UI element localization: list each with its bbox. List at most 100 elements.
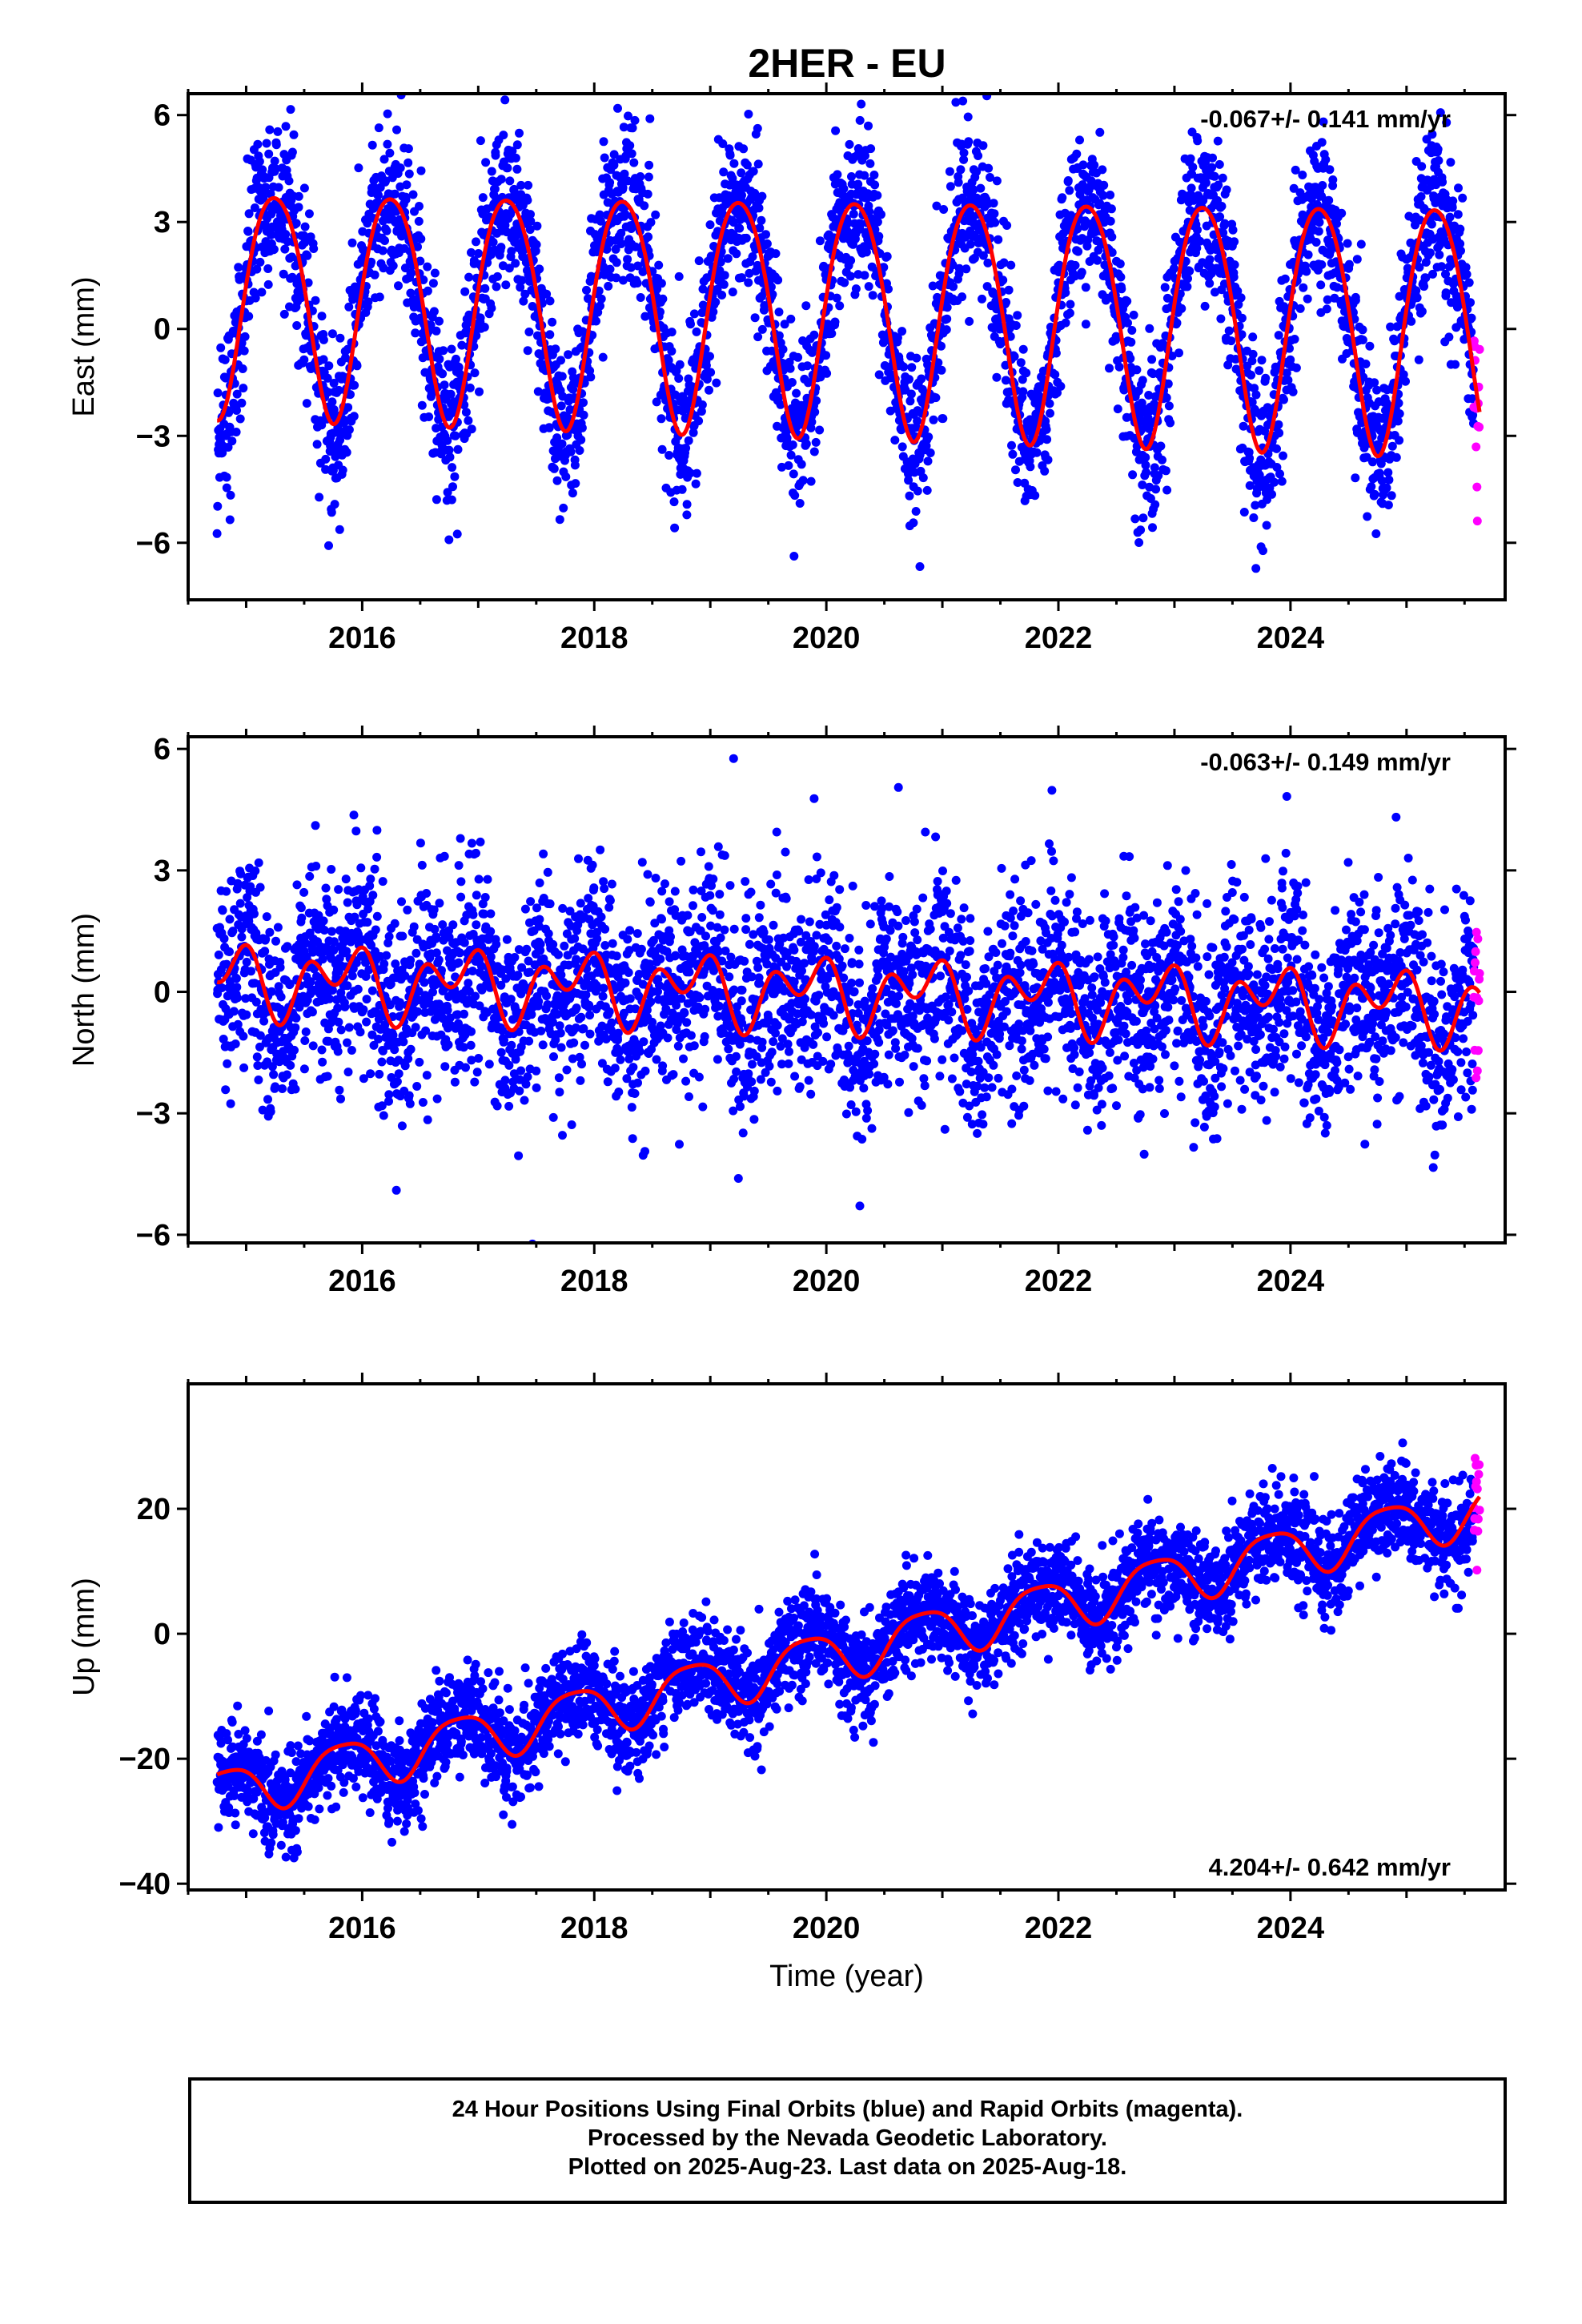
data-point bbox=[413, 242, 422, 251]
data-point bbox=[548, 317, 557, 327]
data-point bbox=[491, 151, 500, 160]
data-point bbox=[1466, 298, 1475, 308]
data-point bbox=[502, 935, 512, 944]
x-tick-label: 2024 bbox=[1257, 621, 1325, 655]
data-point bbox=[845, 139, 854, 149]
data-point bbox=[227, 436, 237, 446]
data-point bbox=[1367, 482, 1376, 492]
data-point bbox=[1081, 283, 1090, 292]
data-point bbox=[983, 258, 993, 267]
data-point bbox=[471, 991, 480, 1001]
data-point bbox=[235, 899, 245, 908]
data-point bbox=[1401, 376, 1410, 386]
data-point bbox=[464, 979, 473, 988]
data-point bbox=[1352, 255, 1362, 264]
data-point bbox=[942, 314, 952, 324]
data-point bbox=[351, 826, 361, 836]
data-point bbox=[1183, 274, 1192, 283]
data-point bbox=[656, 279, 666, 288]
data-point bbox=[1325, 165, 1335, 175]
data-point bbox=[1172, 318, 1182, 328]
data-point bbox=[1427, 219, 1436, 229]
data-point bbox=[757, 215, 766, 225]
data-point bbox=[392, 125, 401, 135]
data-point bbox=[1382, 483, 1391, 493]
data-point bbox=[456, 892, 466, 902]
data-point bbox=[399, 80, 408, 89]
data-point bbox=[822, 368, 832, 378]
data-point bbox=[1275, 469, 1284, 479]
data-point bbox=[890, 436, 900, 445]
data-point bbox=[1250, 384, 1259, 393]
data-point bbox=[1262, 521, 1271, 530]
data-point bbox=[839, 184, 849, 194]
data-point bbox=[394, 1069, 404, 1079]
data-point bbox=[214, 950, 223, 959]
data-point bbox=[596, 216, 605, 226]
data-point bbox=[1127, 326, 1137, 335]
data-point bbox=[403, 905, 412, 915]
data-point bbox=[1053, 388, 1062, 397]
data-point bbox=[1201, 178, 1211, 187]
data-point bbox=[237, 398, 247, 408]
data-point bbox=[372, 911, 382, 921]
data-point bbox=[692, 327, 701, 336]
data-point bbox=[568, 489, 577, 498]
data-point bbox=[443, 488, 452, 497]
data-point bbox=[669, 497, 679, 507]
data-point bbox=[831, 126, 841, 135]
data-point bbox=[787, 378, 797, 387]
data-point bbox=[356, 863, 366, 873]
data-point bbox=[678, 392, 687, 401]
data-point bbox=[329, 905, 339, 915]
data-point bbox=[760, 301, 769, 310]
data-point bbox=[1040, 466, 1050, 476]
data-point bbox=[1384, 475, 1394, 485]
data-point bbox=[269, 1070, 279, 1080]
data-point bbox=[754, 203, 764, 213]
data-point bbox=[1122, 296, 1132, 306]
data-point bbox=[1406, 238, 1415, 247]
data-point bbox=[1257, 356, 1267, 365]
data-point bbox=[1272, 444, 1281, 453]
data-point bbox=[1337, 208, 1347, 218]
data-point bbox=[880, 361, 889, 370]
data-point bbox=[397, 1121, 407, 1131]
data-point bbox=[516, 1066, 526, 1076]
data-point bbox=[556, 401, 566, 411]
data-point bbox=[343, 344, 352, 354]
data-point bbox=[1255, 366, 1264, 376]
data-point bbox=[243, 227, 253, 236]
data-point bbox=[476, 837, 485, 846]
data-point bbox=[1036, 434, 1046, 444]
data-point bbox=[532, 1066, 541, 1076]
data-point bbox=[776, 400, 785, 409]
data-point bbox=[853, 270, 863, 279]
data-point bbox=[212, 529, 222, 538]
data-point bbox=[1286, 355, 1295, 364]
data-point bbox=[786, 450, 796, 460]
data-point bbox=[840, 278, 849, 287]
data-point bbox=[240, 332, 250, 341]
data-point bbox=[1371, 529, 1381, 538]
data-point bbox=[303, 251, 312, 260]
data-point bbox=[749, 167, 758, 176]
data-point bbox=[1247, 370, 1256, 380]
data-point bbox=[905, 375, 913, 384]
data-point bbox=[434, 415, 444, 424]
data-point bbox=[620, 209, 630, 219]
data-point bbox=[1448, 196, 1458, 206]
data-point bbox=[263, 264, 273, 273]
data-point bbox=[426, 320, 436, 330]
data-point bbox=[302, 399, 311, 408]
data-point bbox=[229, 1007, 239, 1016]
data-point bbox=[409, 922, 419, 931]
data-point bbox=[508, 147, 517, 156]
data-point bbox=[504, 263, 514, 273]
data-point bbox=[1148, 523, 1157, 533]
data-point bbox=[1394, 398, 1403, 408]
data-point bbox=[748, 252, 757, 261]
data-point bbox=[694, 256, 704, 266]
data-point bbox=[640, 312, 650, 321]
data-point bbox=[239, 384, 248, 393]
